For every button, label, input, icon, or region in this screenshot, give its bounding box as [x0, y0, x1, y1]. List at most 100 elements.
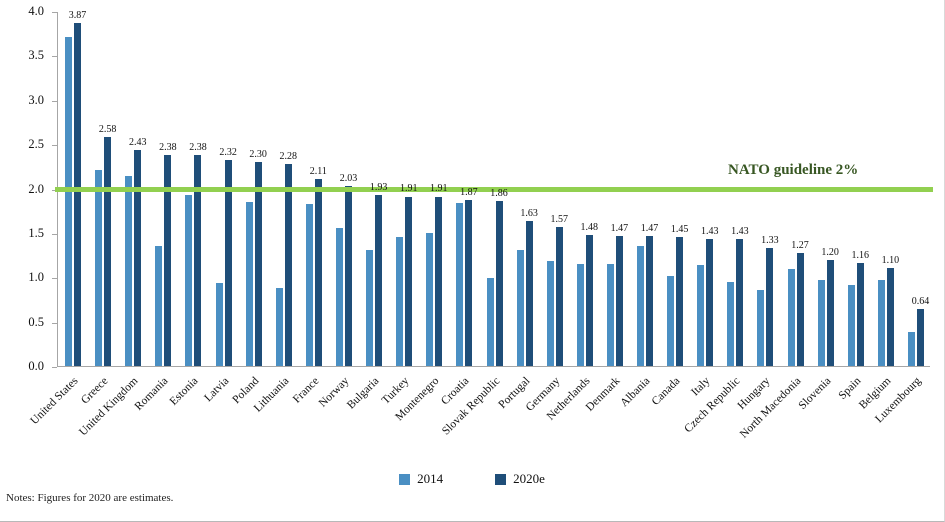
y-tick-label-2: 2.0: [28, 181, 44, 196]
y-tick-label-0.5: 0.5: [28, 314, 44, 329]
bar-2020e-slovenia: [826, 259, 834, 366]
legend-label-2014: 2014: [417, 471, 444, 486]
bar-2014-united-kingdom: [125, 176, 133, 366]
value-label-germany: 1.57: [550, 213, 568, 225]
bar-2014-latvia: [215, 282, 223, 366]
legend: 2014 2020e: [0, 471, 944, 487]
bar-2020e-netherlands: [585, 234, 593, 366]
bar-2014-turkey: [396, 237, 404, 366]
value-label-france: 2.11: [309, 165, 327, 177]
bar-2014-luxembourg: [907, 332, 915, 366]
y-tick-label-1: 1.0: [28, 270, 44, 285]
nato-guideline-label: NATO guideline 2%: [728, 162, 859, 178]
y-tick-mark: [52, 56, 57, 58]
bar-2020e-hungary: [766, 247, 774, 366]
y-tick-mark: [52, 100, 57, 102]
value-label-north-macedonia: 1.27: [791, 240, 809, 252]
legend-label-2020e: 2020e: [513, 471, 545, 486]
bar-2014-belgium: [877, 279, 885, 366]
y-tick-mark: [52, 189, 57, 191]
plot-area: 3.87 2.58 2.43 2.38 2.38 2.32 2.30 2.28 2.11 2.03…: [55, 9, 933, 367]
value-label-turkey: 1.91: [399, 183, 418, 195]
y-tick-label-4: 4.0: [28, 4, 44, 18]
bar-2020e-portugal: [525, 221, 533, 366]
value-label-montenegro: 1.91: [430, 183, 448, 195]
value-label-united-states: 3.87: [68, 9, 87, 21]
value-label-slovenia: 1.20: [821, 246, 839, 258]
value-label-netherlands: 1.48: [580, 221, 599, 233]
bar-2014-north-macedonia: [787, 269, 795, 366]
y-tick-label-2.5: 2.5: [28, 137, 44, 152]
value-label-hungary: 1.33: [761, 234, 779, 246]
value-label-lithuania: 2.28: [279, 150, 298, 162]
bar-2014-denmark: [606, 263, 614, 366]
value-label-canada: 1.45: [670, 224, 689, 236]
y-tick-label-3: 3.0: [28, 92, 44, 107]
value-label-portugal: 1.63: [520, 208, 538, 220]
value-label-latvia: 2.32: [219, 147, 237, 159]
bar-2020e-romania: [164, 154, 172, 366]
bar-2020e-denmark: [615, 235, 623, 366]
y-tick-label-0: 0.0: [28, 359, 44, 373]
bar-2020e-latvia: [224, 160, 232, 366]
value-label-luxembourg: 0.64: [911, 296, 930, 308]
y-tick-label-1.5: 1.5: [28, 225, 44, 240]
notes-text: Notes: Figures for 2020 are estimates.: [6, 492, 174, 504]
bar-2014-greece: [95, 169, 103, 366]
y-tick-mark: [52, 278, 57, 280]
bar-2020e-poland: [254, 161, 262, 366]
bar-2020e-croatia: [465, 200, 473, 366]
bar-2014-lithuania: [275, 287, 283, 366]
bar-2014-albania: [637, 246, 645, 366]
bar-2014-hungary: [757, 289, 765, 366]
bar-2020e-france: [314, 178, 322, 366]
value-label-norway: 2.03: [339, 172, 358, 184]
bar-2020e-united-kingdom: [134, 150, 142, 366]
bar-2020e-italy: [706, 239, 714, 366]
bar-2020e-germany: [555, 226, 563, 366]
bar-2014-montenegro: [426, 232, 434, 366]
legend-item-2014: 2014: [399, 471, 443, 487]
legend-swatch-2020e: [495, 473, 507, 485]
value-label-czech-republic: 1.43: [731, 226, 749, 238]
bar-2014-norway: [335, 228, 343, 366]
bar-2020e-turkey: [405, 196, 413, 366]
y-axis: 0.0 0.5 1.0 1.5 2.0 2.5 3.0 3.5 4.0: [0, 4, 57, 373]
bar-2020e-canada: [676, 237, 684, 366]
value-label-croatia: 1.87: [460, 187, 478, 199]
y-tick-mark: [52, 145, 57, 147]
bar-2020e-estonia: [194, 154, 202, 366]
bar-2014-estonia: [185, 194, 193, 366]
bar-2014-bulgaria: [366, 249, 374, 366]
bar-2020e-greece: [104, 137, 112, 366]
value-label-slovak-republic: 1.86: [490, 187, 508, 199]
bar-2020e-united-states: [74, 22, 82, 366]
nato-guideline-line: [55, 187, 933, 192]
y-tick-mark: [52, 12, 57, 13]
y-tick-mark: [52, 233, 57, 235]
bar-2014-canada: [667, 276, 675, 366]
value-label-estonia: 2.38: [189, 141, 207, 153]
bar-2014-romania: [155, 246, 163, 366]
bar-2014-spain: [847, 285, 855, 366]
bar-2020e-slovak-republic: [495, 200, 503, 366]
value-label-albania: 1.47: [640, 222, 659, 234]
value-label-spain: 1.16: [851, 250, 869, 262]
y-tick-label-3.5: 3.5: [28, 48, 44, 63]
bar-2014-poland: [245, 201, 253, 366]
bar-2020e-luxembourg: [916, 309, 924, 366]
value-label-romania: 2.38: [159, 141, 177, 153]
bar-2014-slovenia: [817, 279, 825, 366]
bar-2020e-north-macedonia: [796, 253, 804, 366]
bar-2020e-bulgaria: [375, 194, 383, 366]
bar-2020e-belgium: [886, 268, 894, 366]
bar-2014-germany: [546, 261, 554, 366]
bar-2020e-spain: [856, 263, 864, 366]
bar-2020e-albania: [646, 235, 654, 366]
x-axis-labels: United States Greece United Kingdom Romania…: [28, 371, 930, 479]
legend-item-2020e: 2020e: [495, 471, 545, 487]
bar-2014-italy: [697, 264, 705, 366]
value-label-denmark: 1.47: [610, 222, 629, 234]
value-label-poland: 2.30: [249, 148, 267, 160]
